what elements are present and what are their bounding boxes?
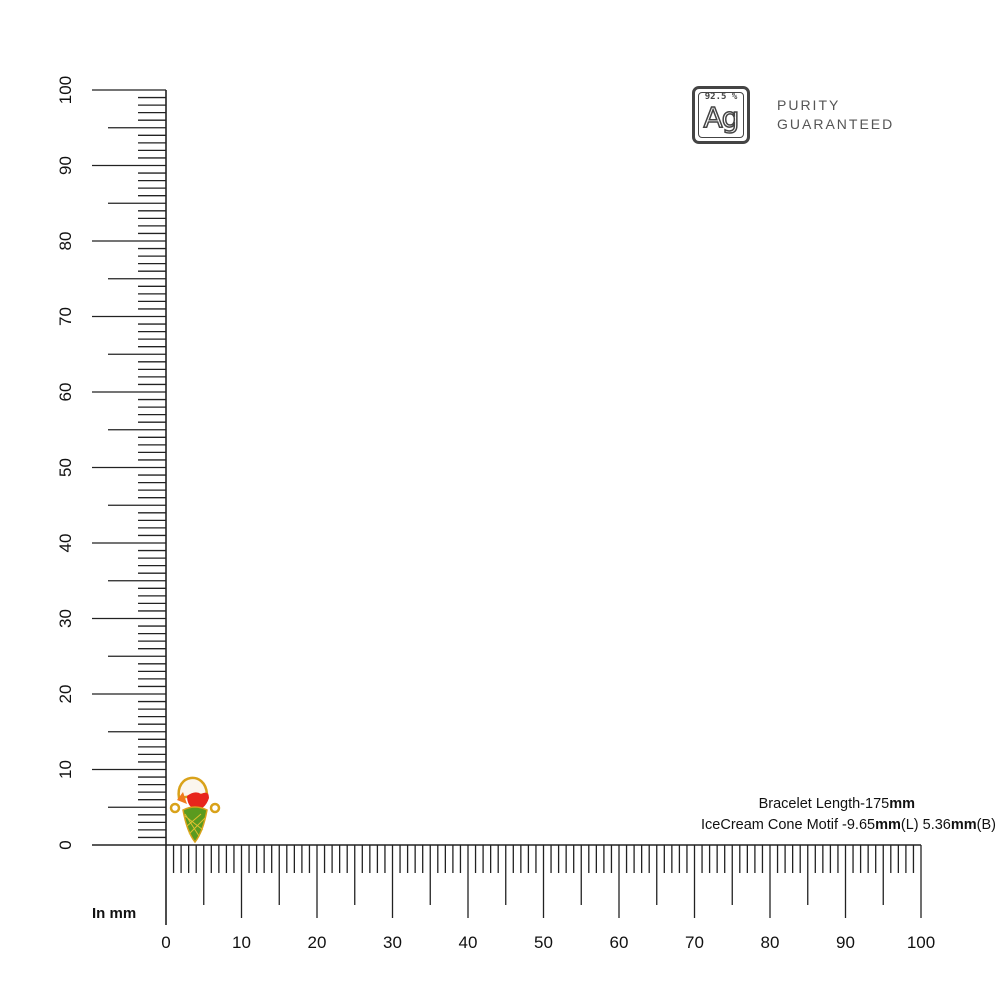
y-tick-label: 40	[56, 534, 75, 553]
x-tick-label: 40	[459, 933, 478, 952]
y-tick-label: 30	[56, 609, 75, 628]
purity-line: PURITY	[777, 97, 841, 113]
y-tick-label: 0	[56, 840, 75, 849]
x-tick-label: 10	[232, 933, 251, 952]
x-tick-label: 30	[383, 933, 402, 952]
x-tick-label: 20	[308, 933, 327, 952]
x-tick-label: 0	[161, 933, 170, 952]
silver-purity-badge: 92.5 % Ag	[692, 86, 750, 144]
ice-cream-cone-charm-image	[169, 776, 221, 844]
motif-size: IceCream Cone Motif -9.65mm(L) 5.36mm(B)	[701, 817, 996, 833]
guaranteed-line: GUARANTEED	[777, 116, 895, 132]
x-tick-label: 50	[534, 933, 553, 952]
x-tick-label: 70	[685, 933, 704, 952]
product-dimensions: Bracelet Length-175mm IceCream Cone Moti…	[701, 794, 996, 836]
purity-value: 92.5 %	[704, 92, 738, 102]
y-tick-label: 90	[56, 156, 75, 175]
x-tick-label: 60	[610, 933, 629, 952]
x-tick-label: 90	[836, 933, 855, 952]
y-tick-label: 70	[56, 307, 75, 326]
purity-guaranteed-text: PURITY GUARANTEED	[777, 96, 894, 134]
bracelet-length: Bracelet Length-175mm	[758, 796, 915, 812]
y-tick-label: 100	[56, 76, 75, 104]
silver-symbol: Ag	[703, 100, 740, 135]
x-tick-label: 80	[761, 933, 780, 952]
y-tick-label: 80	[56, 232, 75, 251]
y-tick-label: 60	[56, 383, 75, 402]
unit-label: In mm	[92, 905, 137, 922]
y-tick-label: 10	[56, 760, 75, 779]
y-tick-label: 50	[56, 458, 75, 477]
y-tick-label: 20	[56, 685, 75, 704]
x-tick-label: 100	[907, 933, 935, 952]
